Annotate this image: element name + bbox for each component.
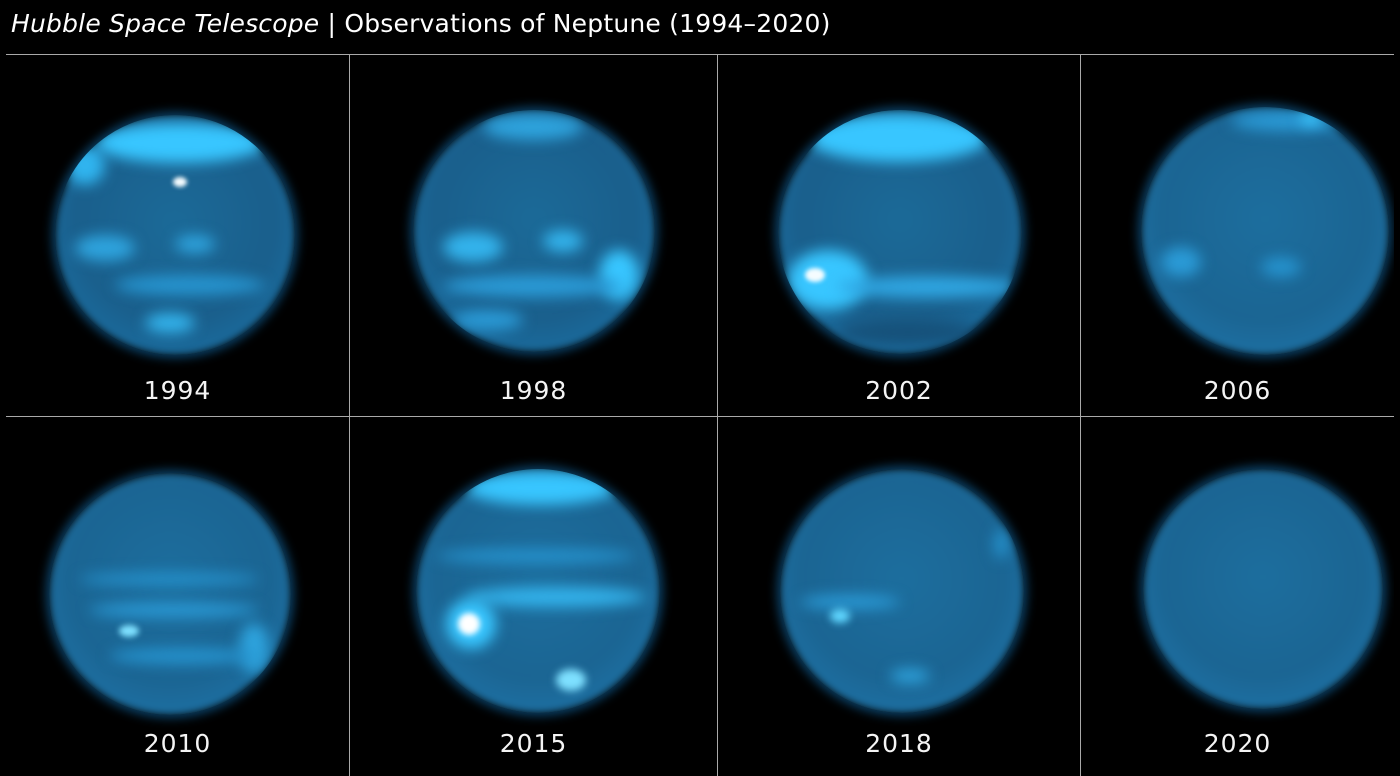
panel-2020: 2020 xyxy=(1081,417,1394,776)
year-label: 1994 xyxy=(143,376,212,405)
year-label: 2010 xyxy=(143,729,212,758)
panel-2010: 2010 xyxy=(6,417,349,776)
neptune-image-2018 xyxy=(780,469,1024,713)
title-subject: Observations of Neptune (1994–2020) xyxy=(344,9,831,38)
year-label: 2002 xyxy=(865,376,933,405)
panel-2002: 2002 xyxy=(718,55,1080,416)
neptune-image-2010 xyxy=(49,473,291,715)
neptune-image-1998 xyxy=(413,110,655,352)
panel-1994: 1994 xyxy=(6,55,349,416)
year-label: 2020 xyxy=(1203,729,1272,758)
panel-2015: 2015 xyxy=(350,417,717,776)
year-label: 2006 xyxy=(1203,376,1272,405)
neptune-image-1994 xyxy=(55,115,295,355)
observation-grid: 1994 1998 2002 xyxy=(6,55,1394,776)
panel-1998: 1998 xyxy=(350,55,717,416)
column-divider xyxy=(349,55,350,776)
column-divider xyxy=(1080,55,1081,776)
neptune-image-2020 xyxy=(1143,469,1383,709)
year-label: 1998 xyxy=(499,376,568,405)
neptune-image-2015 xyxy=(416,469,660,713)
title-telescope: Hubble Space Telescope xyxy=(11,9,320,38)
year-label: 2015 xyxy=(499,729,568,758)
neptune-image-2006 xyxy=(1141,107,1389,355)
panel-2018: 2018 xyxy=(718,417,1080,776)
row-divider xyxy=(6,416,1394,417)
column-divider xyxy=(717,55,718,776)
title-divider xyxy=(6,54,1394,55)
panel-2006: 2006 xyxy=(1081,55,1394,416)
year-label: 2018 xyxy=(865,729,933,758)
title-separator: | xyxy=(319,9,345,38)
page-title: Hubble Space Telescope | Observations of… xyxy=(0,0,1400,54)
neptune-image-2002 xyxy=(778,110,1022,354)
